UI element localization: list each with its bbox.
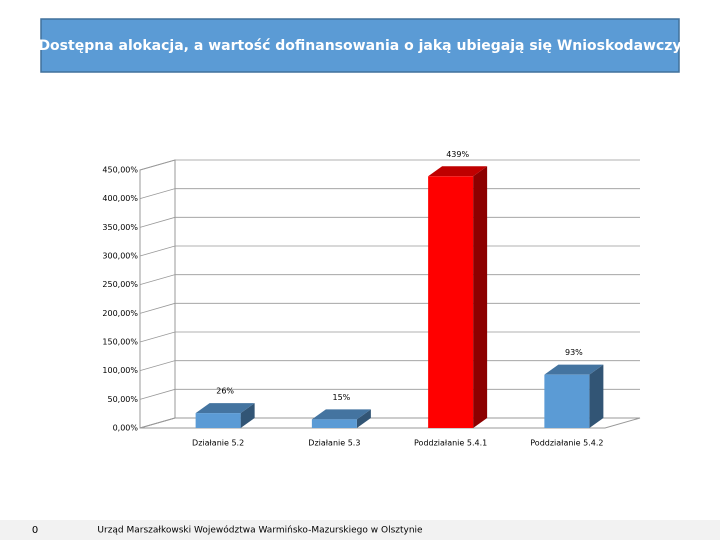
y-tick-label: 250,00%: [102, 280, 138, 289]
x-tick-label: Działanie 5.2: [192, 439, 244, 448]
bar-side: [589, 364, 604, 428]
value-label: 15%: [332, 393, 350, 402]
bar: [195, 413, 241, 428]
bar-side: [240, 403, 255, 428]
value-label: 93%: [565, 348, 583, 357]
grid-line: [139, 159, 640, 171]
chart-title: Dostępna alokacja, a wartość dofinansowa…: [38, 38, 681, 54]
y-tick-label: 150,00%: [102, 338, 138, 347]
y-tick-label: 300,00%: [102, 252, 138, 261]
bar: [311, 419, 357, 428]
y-tick-label: 100,00%: [102, 366, 138, 375]
value-label: 26%: [216, 387, 234, 396]
footer-bar: [0, 520, 720, 540]
y-tick-label: 200,00%: [102, 309, 138, 318]
y-tick-label: 0,00%: [113, 424, 139, 433]
y-tick-label: 450,00%: [102, 166, 138, 175]
value-label: 439%: [446, 150, 469, 159]
x-tick-label: Poddziałanie 5.4.2: [530, 439, 603, 448]
bar-side: [473, 166, 488, 428]
bar-top: [311, 409, 371, 420]
bar: [544, 374, 590, 428]
x-tick-label: Działanie 5.3: [308, 439, 360, 448]
y-tick-label: 50,00%: [107, 395, 138, 404]
bar-top: [428, 166, 488, 177]
page-number: 0: [32, 525, 38, 536]
y-tick-label: 350,00%: [102, 223, 138, 232]
bar-side: [356, 409, 371, 428]
title-box: [40, 18, 680, 73]
x-tick-label: Poddziałanie 5.4.1: [414, 439, 487, 448]
y-tick-label: 400,00%: [102, 194, 138, 203]
bar: [428, 176, 474, 428]
bar-top: [195, 403, 255, 414]
footer-text: Urząd Marszałkowski Województwa Warmińsk…: [97, 525, 423, 536]
bar-top: [544, 364, 604, 375]
